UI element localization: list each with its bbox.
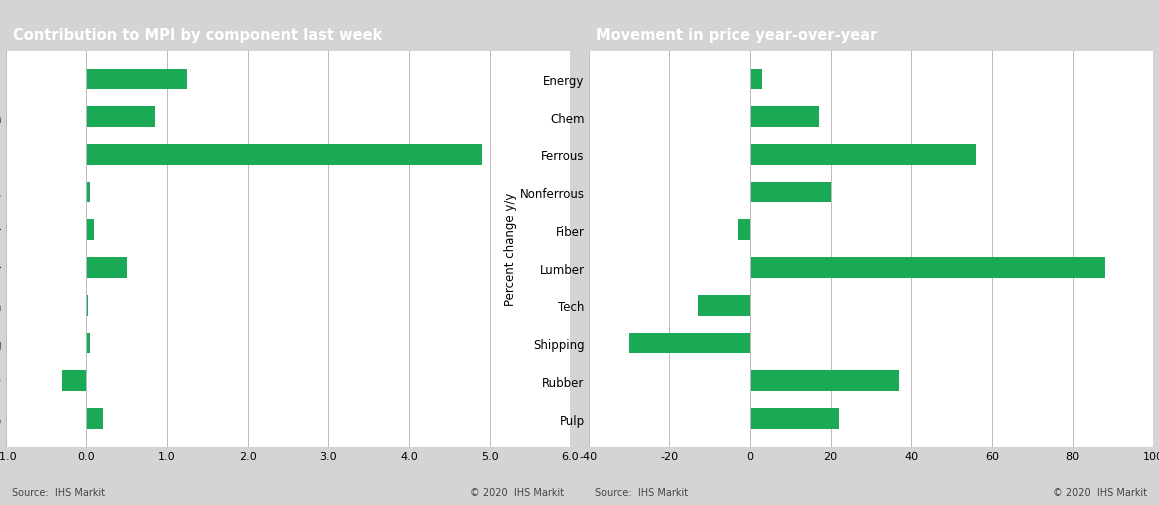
Bar	[87, 409, 102, 429]
Bar	[87, 333, 90, 354]
Text: © 2020  IHS Markit: © 2020 IHS Markit	[471, 487, 564, 497]
Bar	[750, 409, 839, 429]
Bar	[750, 145, 976, 166]
Bar	[738, 220, 750, 241]
Bar	[750, 69, 763, 90]
Bar	[87, 69, 188, 90]
Y-axis label: Percent change y/y: Percent change y/y	[504, 192, 517, 306]
Bar	[87, 220, 95, 241]
Bar	[629, 333, 750, 354]
Bar	[750, 258, 1105, 278]
Bar	[750, 107, 818, 128]
Bar	[87, 145, 481, 166]
Text: Movement in price year-over-year: Movement in price year-over-year	[596, 28, 877, 42]
Bar	[87, 258, 126, 278]
Bar	[87, 107, 155, 128]
Bar	[750, 371, 899, 391]
Bar	[87, 295, 88, 316]
Bar	[698, 295, 750, 316]
Text: © 2020  IHS Markit: © 2020 IHS Markit	[1054, 487, 1147, 497]
Bar	[750, 182, 831, 203]
Text: Source:  IHS Markit: Source: IHS Markit	[595, 487, 687, 497]
Text: Source:  IHS Markit: Source: IHS Markit	[12, 487, 104, 497]
Bar	[63, 371, 87, 391]
Text: Contribution to MPI by component last week: Contribution to MPI by component last we…	[13, 28, 382, 42]
Bar	[87, 182, 90, 203]
